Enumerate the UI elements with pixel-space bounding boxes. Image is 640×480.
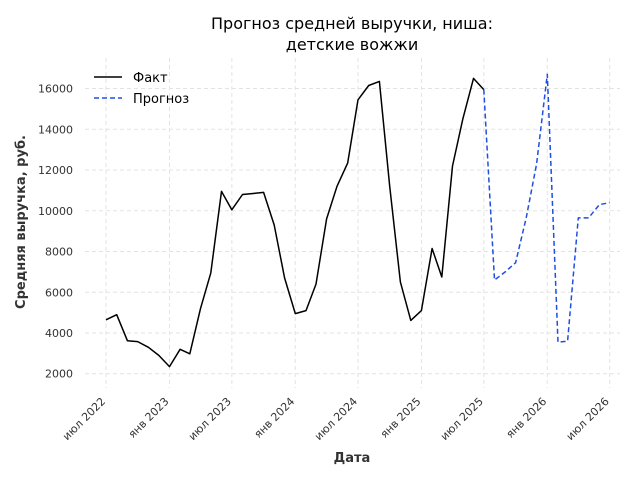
y-tick-label: 10000 <box>38 205 73 218</box>
series-line-fact <box>105 77 485 368</box>
chart-title-line-2: детские вожжи <box>286 35 418 54</box>
x-tick-label: июл 2022 <box>60 395 108 443</box>
series-line-forecast <box>483 73 610 343</box>
y-tick-label: 16000 <box>38 83 73 96</box>
y-tick-label: 4000 <box>45 327 73 340</box>
x-tick-label: июл 2023 <box>186 395 234 443</box>
y-tick-label: 8000 <box>45 246 73 259</box>
y-axis-label: Средняя выручка, руб. <box>14 135 29 309</box>
legend-label-fact: Факт <box>133 71 168 86</box>
x-tick-label: янв 2024 <box>252 395 298 441</box>
x-tick-label: июл 2026 <box>564 395 612 443</box>
grid <box>85 58 620 388</box>
x-tick-label: янв 2026 <box>504 395 550 441</box>
x-tick-label: янв 2023 <box>126 395 172 441</box>
x-tick-label: янв 2025 <box>378 395 424 441</box>
series-lines <box>105 73 610 368</box>
x-tick-label: июл 2024 <box>312 395 360 443</box>
y-tick-label: 14000 <box>38 123 73 136</box>
y-tick-label: 2000 <box>45 368 73 381</box>
legend-label-forecast: Прогноз <box>133 92 189 107</box>
y-tick-label: 6000 <box>45 286 73 299</box>
x-axis-label: Дата <box>334 451 371 466</box>
y-tick-label: 12000 <box>38 164 73 177</box>
chart-title-line-1: Прогноз средней выручки, ниша: <box>211 14 493 33</box>
x-axis-ticks: июл 2022 янв 2023 июл 2023 янв 2024 июл 2024… <box>60 395 612 443</box>
y-axis-ticks: 2000 4000 6000 8000 10000 12000 14000 16000 <box>38 83 73 381</box>
x-tick-label: июл 2025 <box>438 395 486 443</box>
legend: Факт Прогноз <box>94 71 189 107</box>
